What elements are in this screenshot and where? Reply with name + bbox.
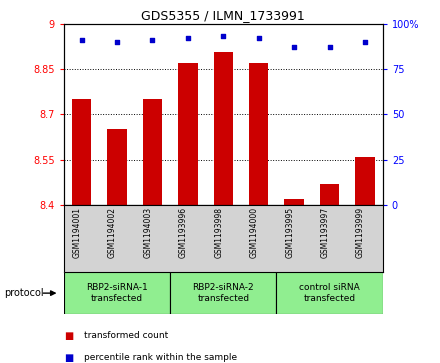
Text: GSM1193998: GSM1193998: [214, 207, 223, 258]
Point: [255, 35, 262, 41]
Point: [220, 33, 227, 39]
Text: protocol: protocol: [4, 288, 44, 298]
Text: GSM1193999: GSM1193999: [356, 207, 365, 258]
Text: RBP2-siRNA-1
transfected: RBP2-siRNA-1 transfected: [86, 284, 148, 303]
Point: [291, 44, 298, 50]
Text: GSM1194003: GSM1194003: [143, 207, 152, 258]
Text: control siRNA
transfected: control siRNA transfected: [299, 284, 360, 303]
Bar: [249, 63, 268, 205]
Text: RBP2-siRNA-2
transfected: RBP2-siRNA-2 transfected: [192, 284, 254, 303]
Text: ■: ■: [64, 352, 73, 363]
Text: ■: ■: [64, 331, 73, 341]
Text: GSM1193995: GSM1193995: [285, 207, 294, 258]
Text: GSM1194002: GSM1194002: [108, 207, 117, 258]
Bar: [72, 99, 91, 205]
Text: GSM1193997: GSM1193997: [321, 207, 330, 258]
Point: [114, 39, 121, 45]
Bar: [320, 184, 339, 205]
Point: [78, 37, 85, 43]
Text: GSM1194001: GSM1194001: [73, 207, 81, 258]
Point: [326, 44, 333, 50]
Title: GDS5355 / ILMN_1733991: GDS5355 / ILMN_1733991: [141, 9, 305, 23]
Bar: [170, 272, 276, 314]
Text: GSM1193996: GSM1193996: [179, 207, 188, 258]
Text: percentile rank within the sample: percentile rank within the sample: [84, 353, 237, 362]
Bar: [178, 63, 198, 205]
Bar: [284, 199, 304, 205]
Text: transformed count: transformed count: [84, 331, 168, 340]
Bar: [107, 130, 127, 205]
Bar: [143, 99, 162, 205]
Bar: [64, 272, 170, 314]
Bar: [213, 52, 233, 205]
Bar: [356, 157, 375, 205]
Point: [362, 39, 369, 45]
Point: [184, 35, 191, 41]
Point: [149, 37, 156, 43]
Text: GSM1194000: GSM1194000: [250, 207, 259, 258]
Bar: [276, 272, 383, 314]
